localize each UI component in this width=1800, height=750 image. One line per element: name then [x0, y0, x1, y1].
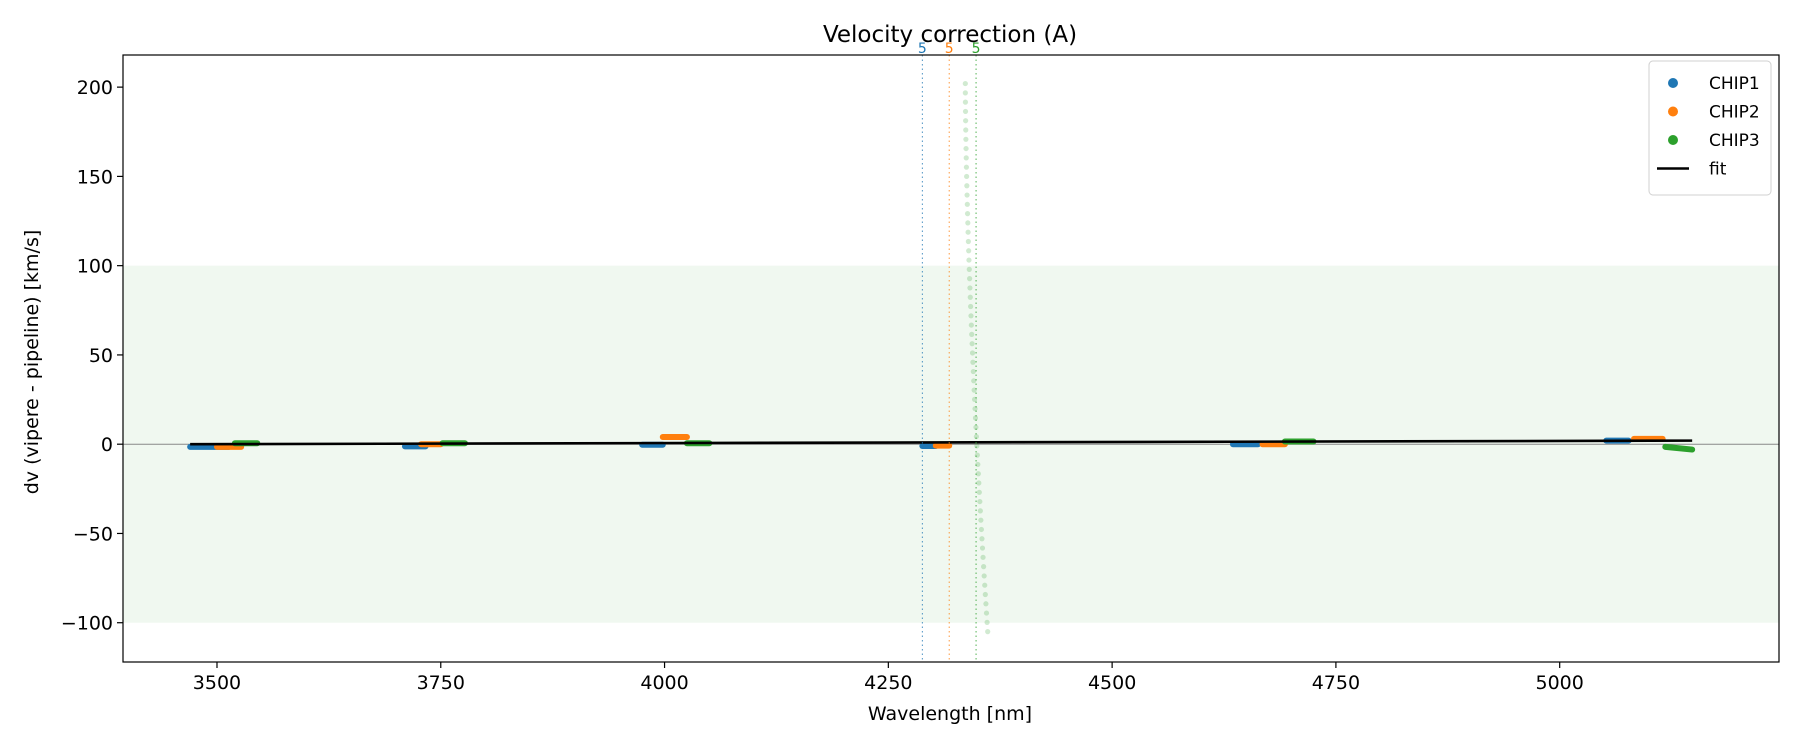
outlier-point	[962, 80, 968, 87]
outlier-point	[966, 266, 972, 272]
legend: CHIP1 CHIP2 CHIP3 fit	[1648, 60, 1772, 196]
outlier-point	[973, 433, 979, 440]
outlier-point	[975, 471, 981, 477]
legend-chip2-swatch	[1668, 106, 1678, 117]
outlier-point	[983, 601, 989, 607]
outlier-point	[969, 341, 975, 347]
outlier-point	[976, 480, 982, 486]
outlier-point	[979, 536, 985, 542]
outlier-point	[977, 498, 983, 505]
outlier-point	[968, 322, 974, 328]
outlier-point	[962, 108, 969, 115]
legend-chip1-swatch	[1668, 78, 1678, 88]
outlier-point	[966, 257, 972, 263]
outlier-point	[967, 285, 973, 291]
marker-label: 5	[945, 41, 954, 57]
outlier-point	[970, 359, 976, 365]
plot-frame	[122, 54, 1780, 663]
x-tick-label: 4000	[640, 672, 688, 694]
y-axis-label: dv (vipere - pipeline) [km/s]	[21, 230, 43, 495]
outlier-point	[972, 415, 979, 421]
outlier-point	[968, 303, 974, 310]
legend-box	[1648, 60, 1772, 196]
legend-fit-label: fit	[1709, 160, 1727, 180]
outlier-point	[973, 424, 979, 430]
outlier-point	[984, 619, 990, 625]
legend-chip3-swatch	[1668, 135, 1678, 145]
fit-line	[190, 439, 1693, 446]
outlier-point	[971, 387, 977, 393]
marker-label: 5	[918, 41, 927, 57]
outlier-point	[964, 173, 970, 180]
outlier-point	[971, 378, 977, 384]
outlier-point	[964, 211, 971, 217]
outlier-point	[967, 294, 973, 300]
x-tick-label: 3750	[417, 672, 465, 694]
y-tick-label: −50	[73, 523, 113, 545]
outlier-point	[979, 545, 986, 551]
outlier-point	[985, 629, 991, 635]
marker-label: 5	[972, 41, 981, 57]
y-tick-label: 100	[77, 256, 113, 278]
y-tick-label: 50	[89, 345, 113, 367]
outlier-point	[966, 248, 972, 254]
outlier-point	[965, 229, 971, 235]
outlier-point	[970, 368, 976, 375]
chart-title: Velocity correction (A)	[823, 22, 1077, 48]
outlier-point	[977, 508, 983, 514]
y-tick-label: 0	[101, 434, 113, 456]
outlier-point	[972, 406, 978, 412]
outlier-point	[967, 276, 973, 282]
outlier-point	[963, 136, 969, 142]
legend-chip3-label: CHIP3	[1709, 131, 1760, 151]
outlier-point	[963, 164, 970, 170]
outlier-point	[976, 489, 982, 495]
outlier-point	[982, 582, 988, 588]
y-tick-label: −100	[61, 613, 113, 635]
chip3-data-segment	[1662, 443, 1696, 453]
outlier-point	[981, 564, 987, 570]
outlier-point	[964, 192, 970, 198]
x-tick-label: 4250	[864, 672, 912, 694]
outlier-point	[962, 90, 968, 96]
y-tick-label: 150	[77, 166, 113, 188]
outlier-point	[978, 526, 985, 533]
x-tick-label: 4750	[1312, 672, 1360, 694]
legend-chip1-label: CHIP1	[1709, 74, 1760, 94]
outlier-point	[983, 610, 990, 616]
x-axis-label: Wavelength [nm]	[868, 703, 1032, 725]
outlier-point	[981, 573, 987, 579]
outlier-point	[980, 554, 986, 560]
outlier-point	[965, 238, 971, 245]
outlier-point	[969, 350, 976, 356]
x-tick-label: 3500	[193, 672, 241, 694]
outlier-point	[978, 517, 984, 523]
outlier-point	[963, 127, 969, 133]
legend-chip2-label: CHIP2	[1709, 103, 1760, 123]
x-tick-label: 5000	[1536, 672, 1584, 694]
y-tick-label: 200	[77, 77, 113, 99]
outlier-point	[963, 145, 969, 152]
x-tick-label: 4500	[1088, 672, 1136, 694]
outlier-point	[968, 313, 974, 319]
outlier-point	[975, 461, 981, 468]
outlier-point	[964, 183, 970, 189]
outlier-point	[963, 118, 969, 124]
outlier-point	[965, 220, 971, 226]
outlier-point	[962, 99, 969, 105]
outlier-point	[964, 201, 970, 207]
outlier-point	[974, 452, 980, 458]
outlier-point	[982, 591, 988, 598]
outlier-point	[969, 331, 975, 337]
outlier-point	[974, 443, 980, 449]
outlier-point	[963, 155, 969, 161]
